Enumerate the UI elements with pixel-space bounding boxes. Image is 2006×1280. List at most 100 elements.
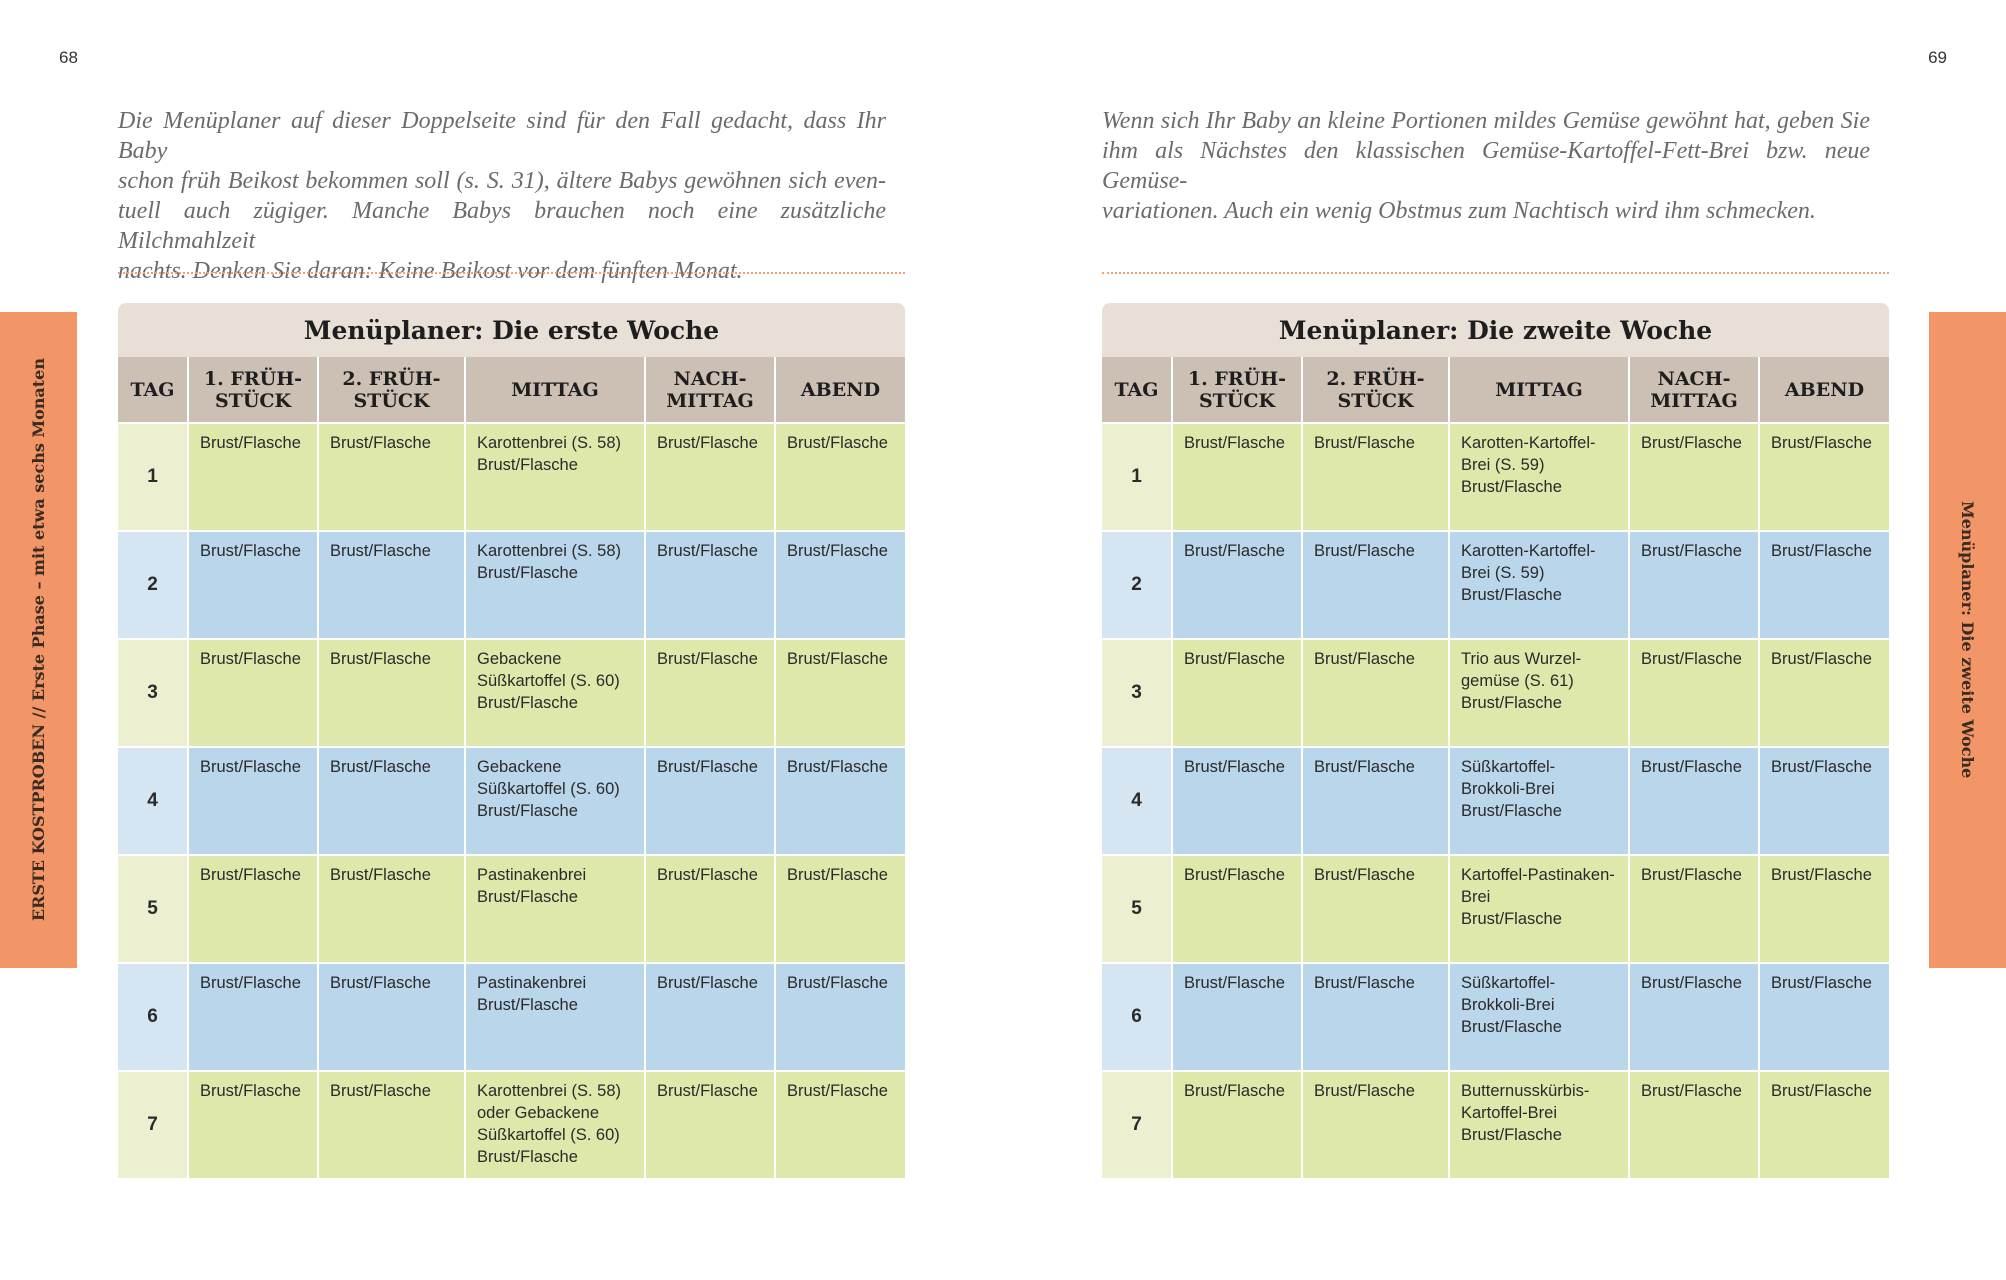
meal-cell: Brust/Flasche bbox=[1760, 532, 1889, 640]
meal-cell: Brust/Flasche bbox=[1173, 640, 1303, 748]
meal-cell: Brust/Flasche bbox=[189, 532, 319, 640]
meal-cell: Brust/Flasche bbox=[1760, 640, 1889, 748]
header-cell: TAG bbox=[118, 357, 189, 424]
meal-cell: Brust/Flasche bbox=[319, 856, 466, 964]
meal-cell: Brust/Flasche bbox=[1173, 532, 1303, 640]
meal-cell: Brust/Flasche bbox=[1303, 532, 1450, 640]
divider bbox=[118, 272, 905, 274]
meal-cell: Butternusskürbis- Kartoffel-Brei Brust/F… bbox=[1450, 1072, 1630, 1180]
meal-cell: Gebackene Süßkartoffel (S. 60) Brust/Fla… bbox=[466, 640, 646, 748]
header-row: TAG 1. FRÜH- STÜCK 2. FRÜH- STÜCK MITTAG NAC… bbox=[1102, 357, 1889, 424]
meal-cell: Brust/Flasche bbox=[1303, 1072, 1450, 1180]
header-cell: ABEND bbox=[776, 357, 905, 424]
intro-text: Wenn sich Ihr Baby an kleine Portionen m… bbox=[1102, 106, 1870, 226]
divider bbox=[1102, 272, 1889, 274]
header-cell: 1. FRÜH- STÜCK bbox=[189, 357, 319, 424]
meal-cell: Brust/Flasche bbox=[646, 964, 776, 1072]
meal-cell: Brust/Flasche bbox=[1173, 748, 1303, 856]
meal-cell: Karottenbrei (S. 58) oder Gebackene Süßk… bbox=[466, 1072, 646, 1180]
meal-cell: Brust/Flasche bbox=[776, 964, 905, 1072]
header-cell: ABEND bbox=[1760, 357, 1889, 424]
meal-cell: Brust/Flasche bbox=[776, 856, 905, 964]
header-cell: TAG bbox=[1102, 357, 1173, 424]
day-cell: 1 bbox=[118, 424, 189, 532]
meal-cell: Brust/Flasche bbox=[189, 1072, 319, 1180]
day-cell: 5 bbox=[118, 856, 189, 964]
meal-cell: Brust/Flasche bbox=[646, 424, 776, 532]
day-cell: 2 bbox=[1102, 532, 1173, 640]
meal-cell: Brust/Flasche bbox=[319, 748, 466, 856]
meal-cell: Brust/Flasche bbox=[189, 856, 319, 964]
meal-cell: Gebackene Süßkartoffel (S. 60) Brust/Fla… bbox=[466, 748, 646, 856]
table-row: 7 Brust/Flasche Brust/Flasche Karottenbrei … bbox=[118, 1072, 905, 1180]
meal-cell: Brust/Flasche bbox=[646, 1072, 776, 1180]
meal-cell: Brust/Flasche bbox=[319, 1072, 466, 1180]
header-cell: 2. FRÜH- STÜCK bbox=[319, 357, 466, 424]
meal-cell: Karotten-Kartoffel- Brei (S. 59) Brust/F… bbox=[1450, 424, 1630, 532]
meal-cell: Brust/Flasche bbox=[776, 640, 905, 748]
side-tab: ERSTE KOSTPROBEN // Erste Phase – mit et… bbox=[0, 312, 77, 968]
side-tab-text: ERSTE KOSTPROBEN // Erste Phase – mit et… bbox=[29, 358, 48, 922]
day-cell: 1 bbox=[1102, 424, 1173, 532]
meal-cell: Brust/Flasche bbox=[189, 424, 319, 532]
header-row: TAG 1. FRÜH- STÜCK 2. FRÜH- STÜCK MITTAG NAC… bbox=[118, 357, 905, 424]
meal-cell: Brust/Flasche bbox=[1303, 964, 1450, 1072]
side-tab-text: Menüplaner: Die zweite Woche bbox=[1958, 501, 1977, 779]
meal-cell: Brust/Flasche bbox=[776, 748, 905, 856]
table-row: 6 Brust/Flasche Brust/Flasche Pastinakenbre… bbox=[118, 964, 905, 1072]
meal-cell: Brust/Flasche bbox=[1173, 856, 1303, 964]
meal-cell: Brust/Flasche bbox=[1630, 1072, 1760, 1180]
meal-cell: Karottenbrei (S. 58) Brust/Flasche bbox=[466, 532, 646, 640]
meal-cell: Brust/Flasche bbox=[1760, 748, 1889, 856]
table-title: Menüplaner: Die erste Woche bbox=[118, 303, 905, 357]
meal-cell: Brust/Flasche bbox=[1760, 856, 1889, 964]
header-cell: NACH- MITTAG bbox=[646, 357, 776, 424]
meal-cell: Brust/Flasche bbox=[1760, 424, 1889, 532]
meal-cell: Brust/Flasche bbox=[1630, 748, 1760, 856]
meal-cell: Süßkartoffel- Brokkoli-Brei Brust/Flasch… bbox=[1450, 748, 1630, 856]
meal-cell: Brust/Flasche bbox=[646, 748, 776, 856]
header-cell: NACH- MITTAG bbox=[1630, 357, 1760, 424]
table-row: 5 Brust/Flasche Brust/Flasche Kartoffel-Pas… bbox=[1102, 856, 1889, 964]
day-cell: 6 bbox=[118, 964, 189, 1072]
meal-cell: Brust/Flasche bbox=[646, 856, 776, 964]
menu-table: Menüplaner: Die zweite Woche TAG 1. FRÜH- … bbox=[1102, 303, 1889, 1180]
menu-table: Menüplaner: Die erste Woche TAG 1. FRÜH- S… bbox=[118, 303, 905, 1180]
page-number: 69 bbox=[1928, 48, 1947, 67]
meal-cell: Brust/Flasche bbox=[1173, 964, 1303, 1072]
meal-cell: Pastinakenbrei Brust/Flasche bbox=[466, 964, 646, 1072]
meal-cell: Karottenbrei (S. 58) Brust/Flasche bbox=[466, 424, 646, 532]
table-row: 6 Brust/Flasche Brust/Flasche Süßkartoffel-… bbox=[1102, 964, 1889, 1072]
header-cell: MITTAG bbox=[1450, 357, 1630, 424]
meal-cell: Trio aus Wurzel- gemüse (S. 61) Brust/Fl… bbox=[1450, 640, 1630, 748]
day-cell: 3 bbox=[118, 640, 189, 748]
meal-cell: Brust/Flasche bbox=[189, 748, 319, 856]
day-cell: 7 bbox=[1102, 1072, 1173, 1180]
intro-line: Die Menüplaner auf dieser Doppelseite si… bbox=[118, 108, 886, 164]
day-cell: 5 bbox=[1102, 856, 1173, 964]
table-row: 3 Brust/Flasche Brust/Flasche Trio aus Wurz… bbox=[1102, 640, 1889, 748]
page-number: 68 bbox=[59, 48, 78, 67]
intro-line: variationen. Auch ein wenig Obstmus zum … bbox=[1102, 198, 1816, 224]
meal-cell: Brust/Flasche bbox=[776, 1072, 905, 1180]
meal-cell: Brust/Flasche bbox=[1303, 748, 1450, 856]
table-row: 5 Brust/Flasche Brust/Flasche Pastinakenbre… bbox=[118, 856, 905, 964]
meal-cell: Kartoffel-Pastinaken- Brei Brust/Flasche bbox=[1450, 856, 1630, 964]
meal-cell: Brust/Flasche bbox=[319, 964, 466, 1072]
table-row: 2 Brust/Flasche Brust/Flasche Karotten-Kart… bbox=[1102, 532, 1889, 640]
meal-cell: Brust/Flasche bbox=[189, 640, 319, 748]
intro-line: tuell auch zügiger. Manche Babys brauche… bbox=[118, 198, 886, 254]
meal-cell: Brust/Flasche bbox=[1173, 1072, 1303, 1180]
meal-cell: Brust/Flasche bbox=[1303, 640, 1450, 748]
meal-cell: Brust/Flasche bbox=[1303, 856, 1450, 964]
meal-cell: Brust/Flasche bbox=[1630, 964, 1760, 1072]
meal-cell: Brust/Flasche bbox=[1630, 532, 1760, 640]
meal-cell: Süßkartoffel- Brokkoli-Brei Brust/Flasch… bbox=[1450, 964, 1630, 1072]
meal-cell: Brust/Flasche bbox=[1173, 424, 1303, 532]
meal-cell: Brust/Flasche bbox=[1630, 856, 1760, 964]
day-cell: 4 bbox=[118, 748, 189, 856]
table-title: Menüplaner: Die zweite Woche bbox=[1102, 303, 1889, 357]
table-row: 1 Brust/Flasche Brust/Flasche Karotten-Kart… bbox=[1102, 424, 1889, 532]
meal-cell: Brust/Flasche bbox=[776, 424, 905, 532]
